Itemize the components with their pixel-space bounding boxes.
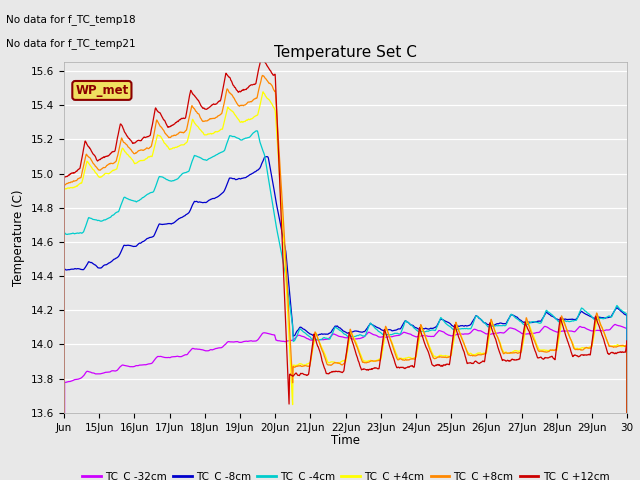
X-axis label: Time: Time	[331, 434, 360, 447]
Text: No data for f_TC_temp21: No data for f_TC_temp21	[6, 38, 136, 49]
Title: Temperature Set C: Temperature Set C	[274, 45, 417, 60]
Legend: TC_C -32cm, TC_C -8cm, TC_C -4cm, TC_C +4cm, TC_C +8cm, TC_C +12cm: TC_C -32cm, TC_C -8cm, TC_C -4cm, TC_C +…	[77, 467, 614, 480]
Y-axis label: Temperature (C): Temperature (C)	[12, 189, 26, 286]
Text: WP_met: WP_met	[76, 84, 129, 97]
Text: No data for f_TC_temp18: No data for f_TC_temp18	[6, 14, 136, 25]
